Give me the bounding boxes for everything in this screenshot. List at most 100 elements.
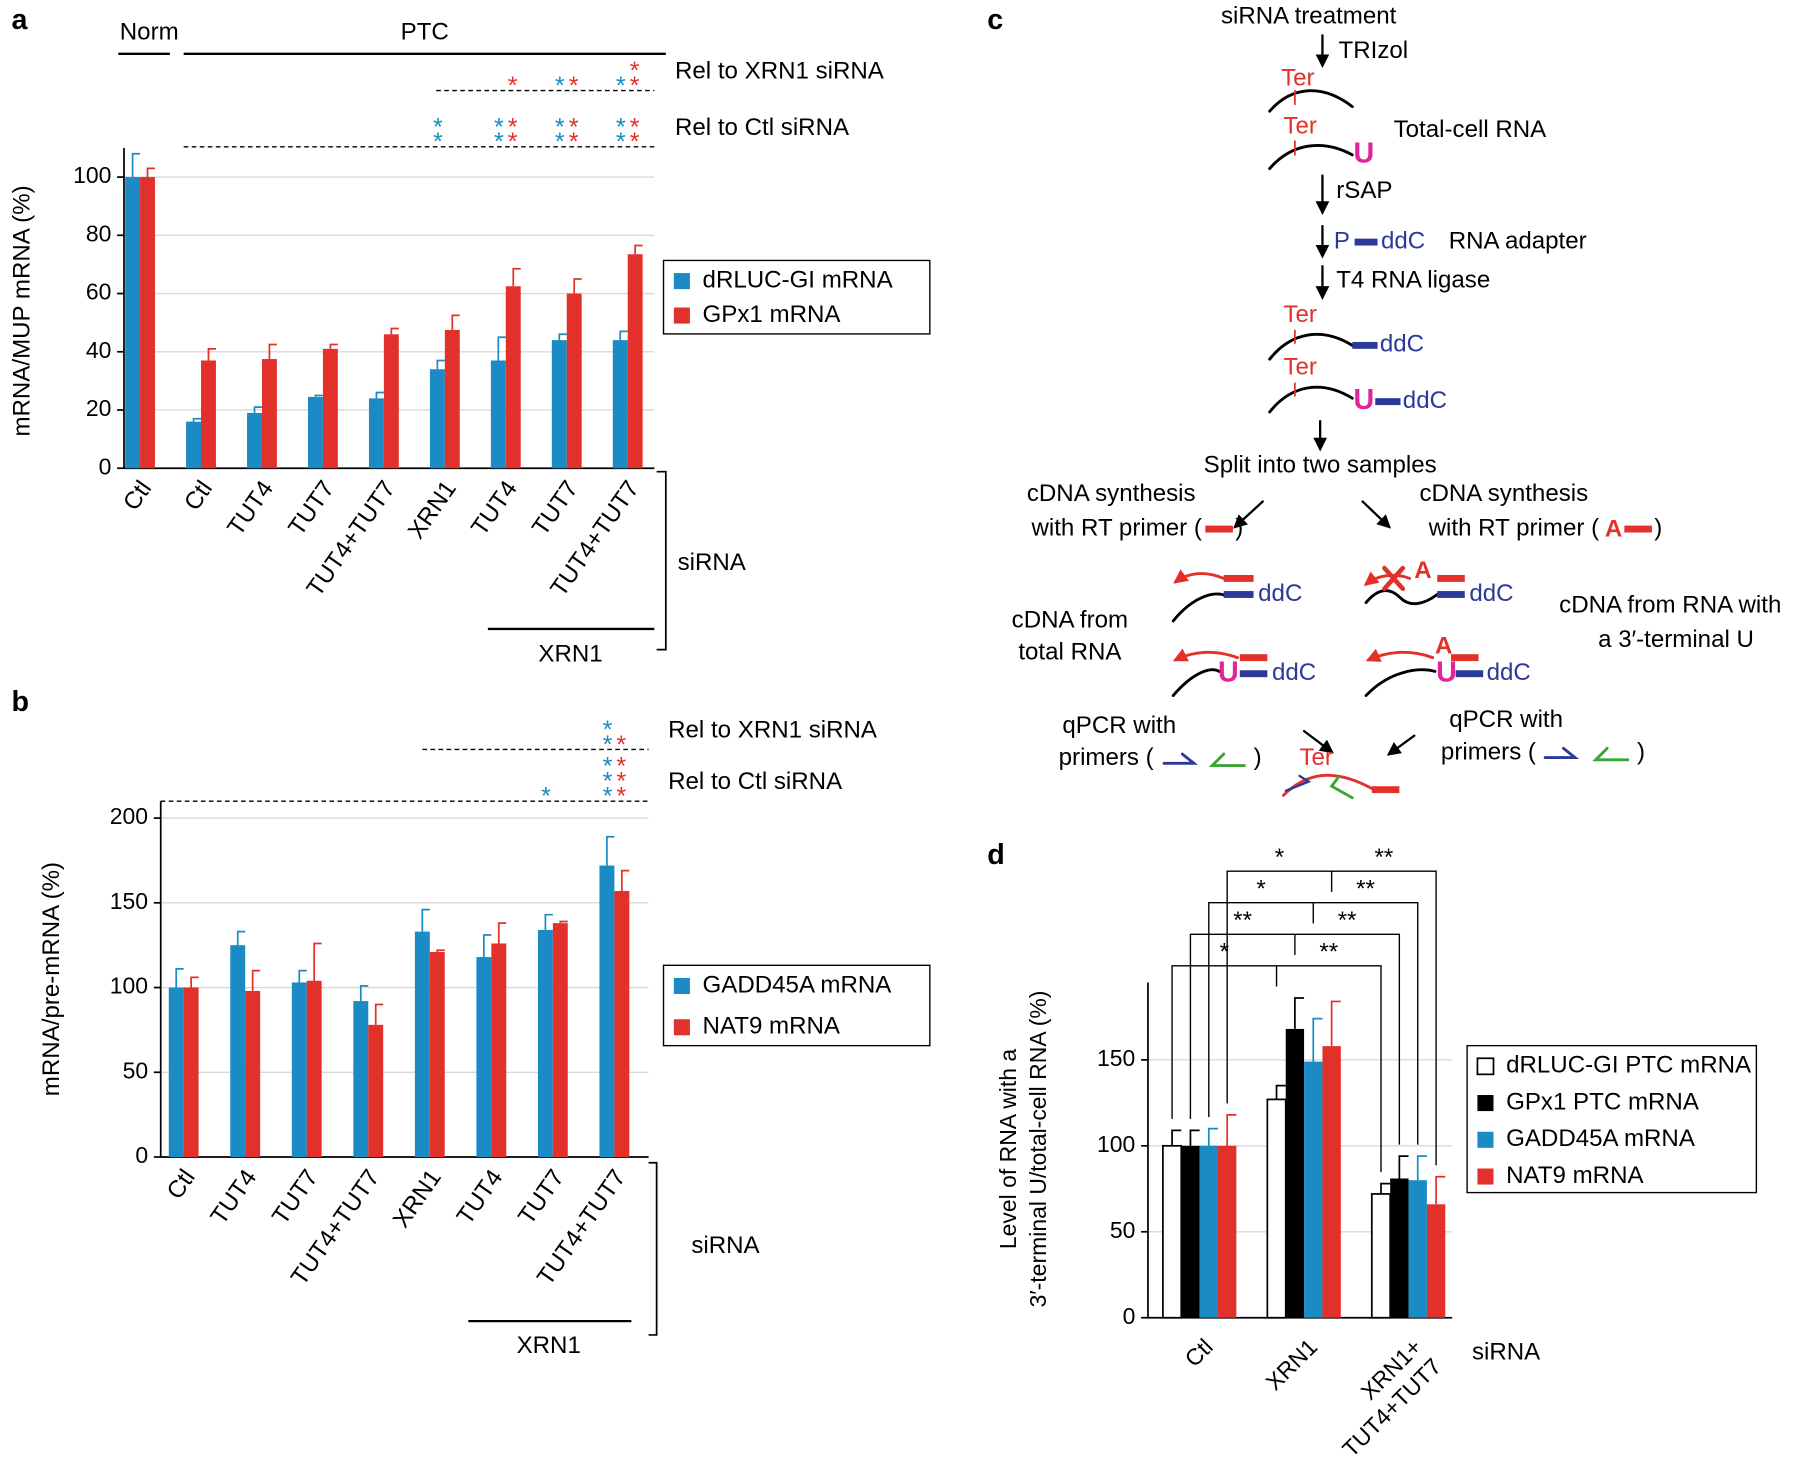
significance-stars: ** bbox=[507, 112, 518, 150]
significance-stars-wrap: ** bbox=[627, 92, 643, 149]
bar bbox=[1162, 1144, 1183, 1319]
bar bbox=[429, 951, 445, 1158]
bar bbox=[245, 990, 261, 1158]
bar bbox=[322, 348, 338, 469]
legend-swatch bbox=[673, 307, 690, 324]
y-tick-label: 100 bbox=[1097, 1131, 1135, 1157]
significance-stars-wrap: * bbox=[613, 694, 629, 752]
significance-stars-box: ** bbox=[630, 58, 640, 93]
x-tick-label: Ctl bbox=[1180, 1334, 1219, 1373]
error-bar bbox=[497, 336, 506, 361]
step-label: with RT primer ( bbox=[1428, 514, 1599, 541]
significance-stars: ** bbox=[433, 112, 443, 150]
step-label: ) bbox=[1654, 514, 1662, 541]
significance-stars: * bbox=[554, 71, 565, 93]
significance-stars: * bbox=[1275, 844, 1284, 871]
significance-stars: ** bbox=[629, 112, 640, 150]
step-label: cDNA synthesis bbox=[1419, 480, 1588, 507]
error-bar bbox=[329, 343, 338, 349]
error-bar bbox=[497, 922, 507, 944]
error-bar bbox=[421, 908, 430, 932]
error-bar bbox=[1330, 1000, 1341, 1047]
y-tick-label: 60 bbox=[86, 279, 112, 305]
bar bbox=[490, 360, 506, 469]
y-tick-label: 50 bbox=[123, 1057, 149, 1083]
significance-bracket bbox=[1189, 933, 1401, 1145]
legend-swatch bbox=[1477, 1095, 1494, 1112]
significance-bracket bbox=[1171, 965, 1382, 1173]
error-bar bbox=[1312, 1017, 1323, 1062]
legend-label: GPx1 mRNA bbox=[703, 301, 842, 328]
significance-stars-box: ** bbox=[603, 717, 613, 752]
reverse-primer bbox=[1208, 752, 1246, 767]
step-label: qPCR with bbox=[1062, 712, 1176, 739]
error-bar bbox=[634, 244, 643, 255]
significance-stars: * bbox=[541, 781, 551, 804]
y-tick-label: 150 bbox=[1097, 1045, 1135, 1071]
forward-primer bbox=[1162, 752, 1198, 765]
x-tick-label: Ctl bbox=[179, 476, 218, 516]
legend-label: dRLUC-GI PTC mRNA bbox=[1506, 1052, 1752, 1079]
bar bbox=[1285, 1028, 1305, 1318]
significance-stars-wrap: * bbox=[566, 35, 582, 93]
x-tick-label: TUT7 bbox=[267, 1165, 324, 1230]
significance-stars-box: *** bbox=[603, 753, 613, 803]
x-tick-label: TUT4 bbox=[206, 1165, 263, 1230]
significance-stars-box: ** bbox=[430, 92, 446, 149]
error-bar bbox=[390, 327, 399, 335]
bar bbox=[125, 177, 141, 469]
rt-primer bbox=[1223, 574, 1254, 582]
p-label: P bbox=[1334, 227, 1350, 254]
bar bbox=[1181, 1145, 1200, 1318]
step-label: total RNA bbox=[1018, 638, 1122, 665]
x-tick-label: TUT7 bbox=[513, 1165, 570, 1230]
significance-stars-box: * bbox=[554, 71, 565, 93]
step-label: Split into two samples bbox=[1204, 451, 1437, 478]
error-bar bbox=[253, 406, 262, 413]
u-label: U bbox=[1353, 137, 1374, 169]
bar bbox=[444, 329, 460, 469]
error-bar bbox=[1226, 1114, 1237, 1146]
panel-label: b bbox=[11, 686, 29, 718]
rna-strand bbox=[1171, 668, 1221, 697]
arrow bbox=[1386, 734, 1416, 756]
error-bar bbox=[1398, 1155, 1409, 1179]
x-tick-label: Ctl bbox=[162, 1165, 201, 1205]
bar bbox=[368, 1024, 384, 1158]
bar bbox=[537, 929, 553, 1158]
bar bbox=[1266, 1098, 1287, 1319]
reverse-primer bbox=[1329, 775, 1354, 800]
step-label: ) bbox=[1235, 514, 1243, 541]
significance-stars-wrap: ** bbox=[566, 92, 582, 149]
x-tick-label: TUT7 bbox=[283, 476, 340, 541]
error-bar bbox=[559, 920, 568, 924]
panel-c: siRNA treatment TRIzol Ter Ter U Total-c… bbox=[1012, 2, 1781, 800]
y-tick-label: 40 bbox=[86, 337, 112, 363]
rna-strand bbox=[1364, 668, 1437, 697]
a-label: A bbox=[1605, 516, 1622, 543]
significance-stars-wrap: ** bbox=[430, 92, 446, 149]
y-tick-label: 100 bbox=[110, 973, 148, 999]
significance-stars-wrap: *** bbox=[613, 746, 629, 803]
ddc-label: ddC bbox=[1487, 659, 1531, 686]
significance-stars-box: * bbox=[508, 73, 518, 93]
bar bbox=[183, 987, 199, 1158]
legend-swatch bbox=[673, 977, 690, 994]
significance-stars-wrap: ** bbox=[505, 92, 521, 149]
significance-stars: ** bbox=[1356, 875, 1375, 902]
ddc-label: ddC bbox=[1381, 227, 1425, 254]
y-axis-label-wrap: Level of RNA with a 3′-terminal U/total-… bbox=[990, 896, 1059, 1401]
group-label: Norm bbox=[120, 19, 179, 46]
rna-strand bbox=[1268, 333, 1354, 361]
step-label: rSAP bbox=[1336, 177, 1392, 204]
rt-primer bbox=[1451, 654, 1479, 662]
significance-stars-wrap: * bbox=[613, 35, 629, 93]
y-tick-label: 200 bbox=[110, 803, 148, 829]
error-bar bbox=[1275, 1084, 1286, 1100]
step-label: siRNA treatment bbox=[1221, 2, 1397, 29]
significance-stars-box: *** bbox=[613, 746, 629, 803]
error-bar bbox=[313, 942, 322, 981]
rna-strand bbox=[1171, 592, 1228, 623]
error-bar bbox=[1380, 1182, 1391, 1194]
